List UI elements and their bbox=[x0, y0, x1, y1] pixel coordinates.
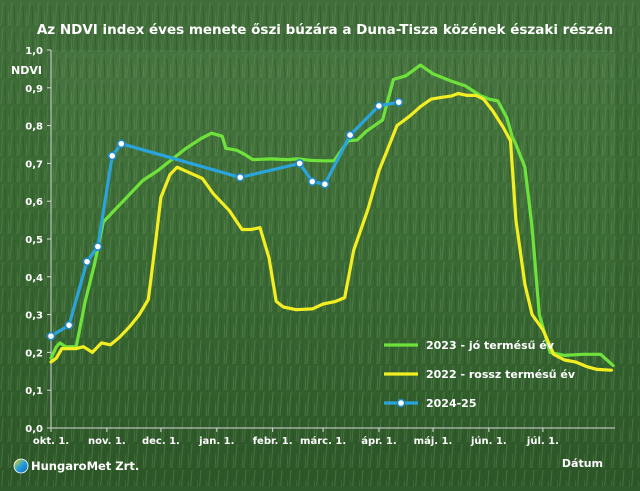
x-tick-label: okt. 1. bbox=[33, 436, 69, 447]
y-tick-label: 0,4 bbox=[25, 273, 43, 284]
legend-marker bbox=[396, 398, 406, 408]
x-tick-label: ápr. 1. bbox=[361, 435, 396, 447]
legend-label: 2022 - rossz termésű év bbox=[426, 368, 576, 381]
y-tick-label: 0,8 bbox=[25, 122, 43, 133]
y-tick-label: 0,2 bbox=[25, 348, 43, 359]
logo: HungaroMet Zrt. bbox=[13, 458, 139, 474]
data-point bbox=[295, 158, 305, 168]
data-point bbox=[394, 97, 404, 107]
data-point bbox=[107, 151, 117, 161]
data-point bbox=[64, 320, 74, 330]
series-2 bbox=[49, 91, 613, 372]
y-tick-label: 1,0 bbox=[25, 46, 43, 57]
data-point bbox=[116, 139, 126, 149]
series-line bbox=[49, 91, 613, 372]
x-tick-label: márc. 1. bbox=[300, 435, 346, 447]
x-tick-label: febr. 1. bbox=[253, 436, 293, 447]
data-point bbox=[307, 177, 317, 186]
chart-title: Az NDVI index éves menete őszi búzára a … bbox=[37, 22, 613, 38]
y-ticks: 0,0 0,1 0,2 0,3 0,4 0,5 0,6 0,7 0,8 0,9 1,0 bbox=[25, 46, 51, 435]
x-tick-label: nov. 1. bbox=[88, 436, 126, 447]
data-point bbox=[235, 172, 245, 182]
y-tick-label: 0,6 bbox=[25, 197, 43, 208]
legend: 2023 - jó termésű év 2022 - rossz termésű… bbox=[384, 339, 576, 410]
x-axis-label: Dátum bbox=[562, 457, 603, 470]
logo-text: HungaroMet Zrt. bbox=[31, 459, 139, 473]
logo-icon bbox=[13, 458, 29, 474]
x-tick-label: jún. 1. bbox=[470, 435, 507, 447]
y-tick-label: 0,1 bbox=[25, 386, 43, 397]
x-tick-label: máj. 1. bbox=[414, 435, 453, 447]
legend-label: 2023 - jó termésű év bbox=[426, 339, 555, 352]
y-tick-label: 0,7 bbox=[25, 159, 43, 170]
data-point bbox=[374, 101, 384, 111]
data-point bbox=[345, 130, 355, 140]
data-point bbox=[82, 257, 92, 267]
data-point bbox=[93, 242, 103, 251]
y-tick-label: 0,5 bbox=[25, 235, 43, 246]
y-tick-label: 0,0 bbox=[25, 424, 43, 435]
series-1 bbox=[49, 63, 615, 368]
y-tick-label: 0,9 bbox=[25, 84, 43, 95]
x-tick-label: jan. 1. bbox=[198, 436, 234, 447]
data-point bbox=[320, 179, 330, 189]
x-tick-label: dec. 1. bbox=[142, 436, 180, 447]
series-line bbox=[49, 63, 615, 368]
x-ticks: okt. 1. nov. 1. dec. 1. jan. 1. febr. 1. márc… bbox=[33, 428, 559, 447]
y-tick-label: 0,3 bbox=[25, 311, 43, 322]
legend-label: 2024-25 bbox=[426, 397, 477, 410]
y-axis-label: NDVI bbox=[11, 64, 42, 77]
x-tick-label: júl. 1. bbox=[526, 435, 559, 447]
plot-area-texture bbox=[51, 50, 615, 428]
series-3 bbox=[46, 97, 404, 341]
series-layer bbox=[46, 63, 615, 372]
data-point bbox=[46, 331, 56, 341]
